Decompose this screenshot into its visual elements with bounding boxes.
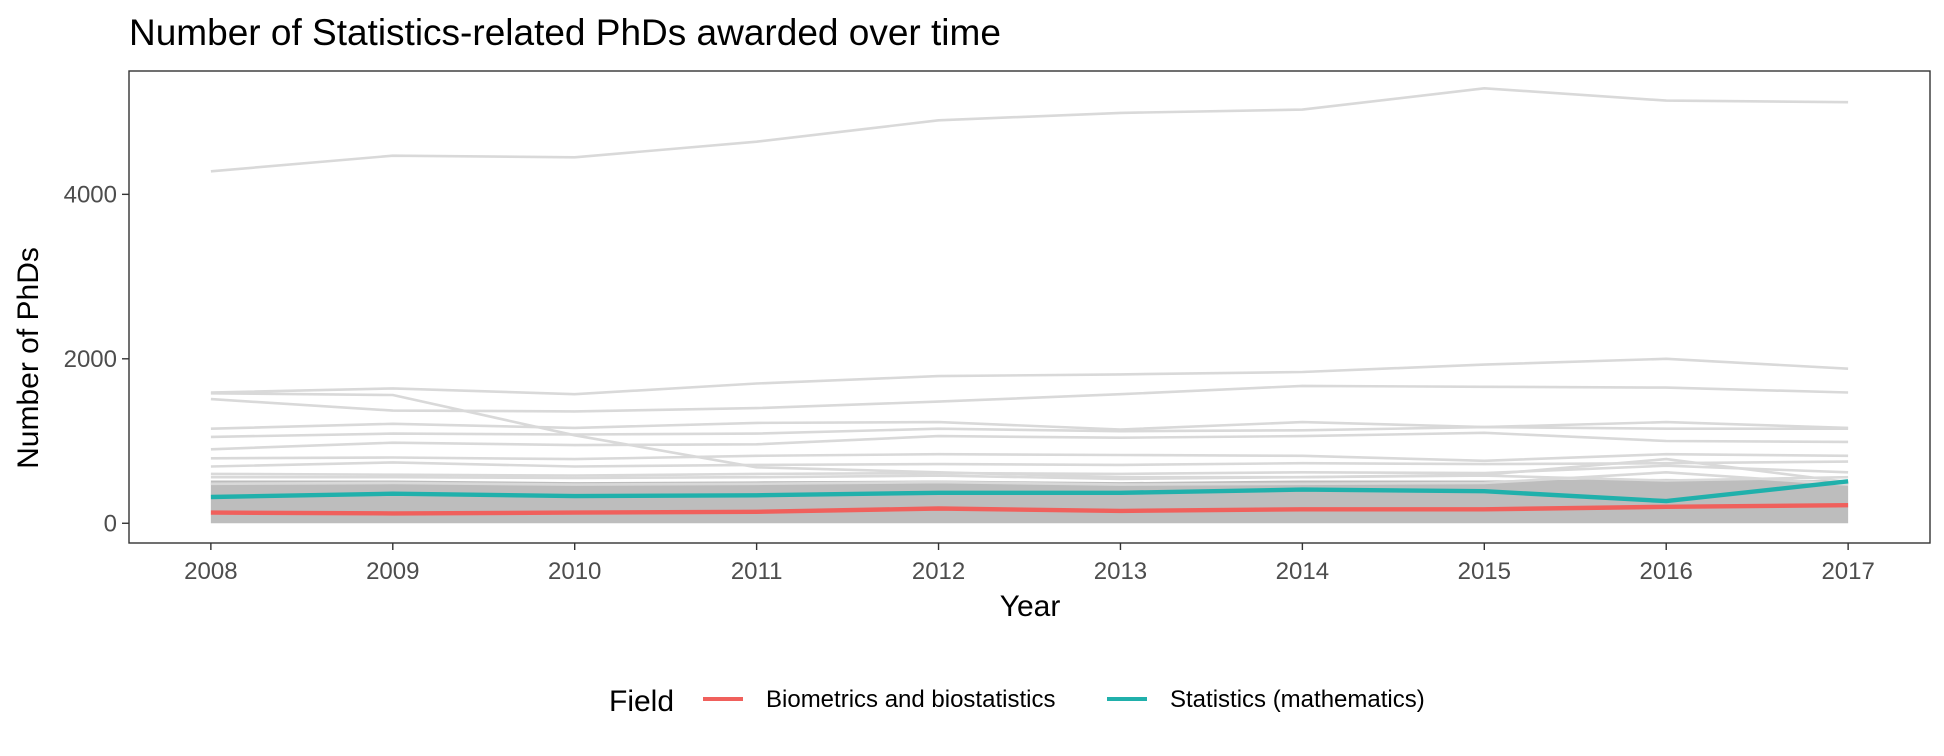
- legend-label-biometrics: Biometrics and biostatistics: [766, 686, 1055, 713]
- legend-title: Field: [609, 685, 674, 718]
- highlighted-series-lines: [210, 479, 1849, 516]
- x-tick-label: 2009: [366, 558, 419, 585]
- background-line-2: [210, 384, 1849, 413]
- background-line-9: [210, 457, 1849, 484]
- background-line-4: [210, 420, 1849, 431]
- y-tick-label: 2000: [64, 346, 117, 373]
- legend: Field Biometrics and biostatistics Stati…: [609, 685, 1425, 718]
- x-tick-label: 2008: [184, 558, 237, 585]
- background-line-11: [210, 471, 1849, 486]
- series-line-1: [210, 479, 1849, 504]
- background-line-10: [210, 464, 1849, 477]
- x-tick-label: 2016: [1640, 558, 1693, 585]
- background-series-lines: [210, 87, 1849, 486]
- x-tick-label: 2014: [1276, 558, 1329, 585]
- x-tick-label: 2011: [731, 558, 783, 585]
- x-tick-label: 2010: [548, 558, 601, 585]
- y-axis-title: Number of PhDs: [12, 247, 45, 469]
- background-line-6: [210, 431, 1849, 451]
- legend-label-statistics: Statistics (mathematics): [1170, 686, 1425, 713]
- background-line-1: [210, 357, 1849, 396]
- x-tick-label: 2015: [1458, 558, 1511, 585]
- y-axis: 0 2000 4000: [64, 181, 129, 537]
- background-line-0: [210, 87, 1849, 173]
- background-line-5: [210, 425, 1849, 439]
- background-line-8: [210, 460, 1849, 468]
- background-line-7: [210, 452, 1849, 463]
- series-line-0: [210, 503, 1849, 516]
- band-area: [210, 478, 1849, 524]
- x-tick-label: 2013: [1094, 558, 1147, 585]
- x-tick-label: 2012: [912, 558, 965, 585]
- y-tick-label: 0: [104, 510, 117, 537]
- x-axis-title: Year: [1000, 590, 1061, 623]
- x-axis: 2008 2009 2010 2011 2012 2013 2014 2015 2016 2017: [184, 543, 1875, 585]
- chart-title: Number of Statistics-related PhDs awarde…: [129, 12, 1001, 53]
- x-tick-label: 2017: [1821, 558, 1874, 585]
- range-band: [210, 478, 1849, 524]
- panel-border: [128, 70, 1931, 544]
- y-tick-label: 4000: [64, 181, 117, 208]
